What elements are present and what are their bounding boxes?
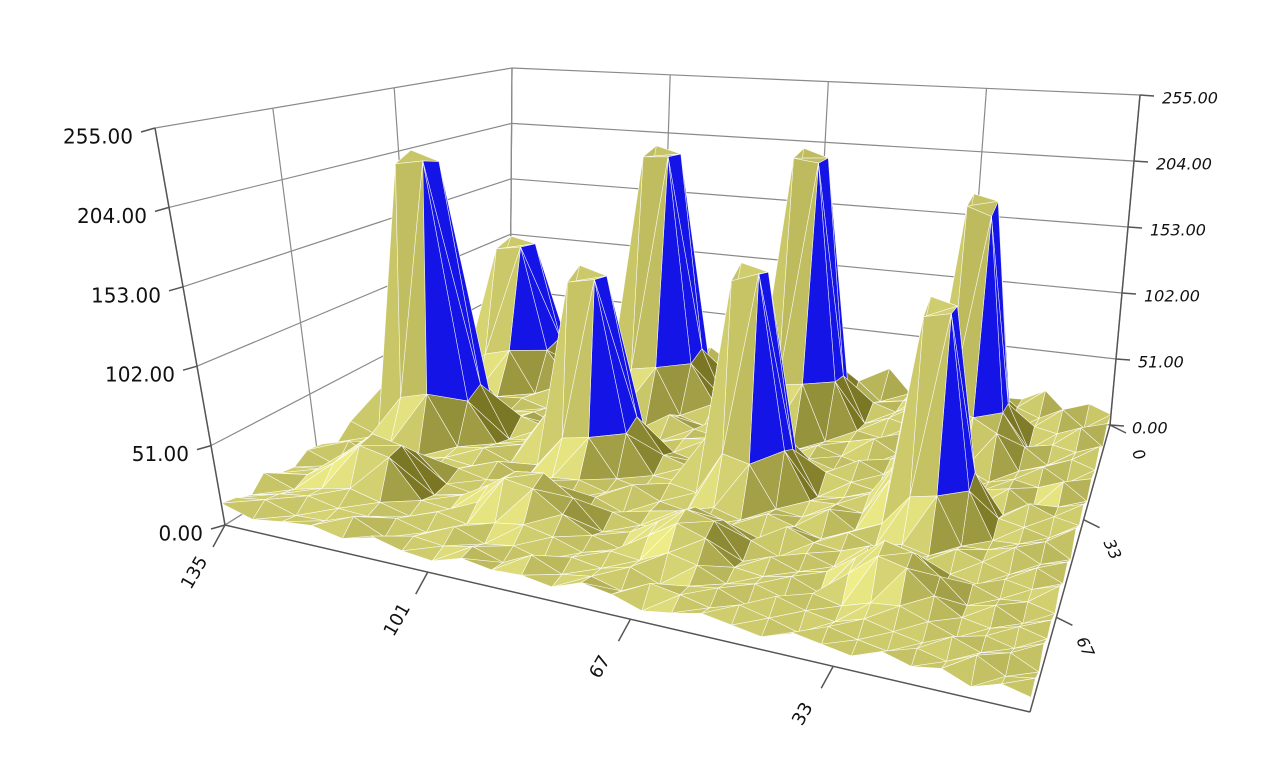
y-tick — [1109, 424, 1127, 434]
z-tick-label: 153.00 — [1150, 221, 1206, 240]
z-tick — [1127, 226, 1143, 229]
y-tick-label: 0 — [1128, 446, 1150, 463]
surface — [220, 145, 1112, 698]
z-axis — [154, 127, 226, 526]
z-tick — [196, 444, 212, 451]
z-tick-label: 51.00 — [132, 442, 189, 466]
z-tick-label: 204.00 — [1156, 155, 1212, 174]
x-tick-label: 101 — [380, 600, 415, 640]
y-axis — [1029, 424, 1111, 713]
grid-line — [154, 67, 1141, 129]
z-tick — [182, 365, 198, 371]
surface-facet — [941, 654, 978, 688]
z-tick — [154, 206, 170, 213]
surface-facet — [970, 676, 1006, 688]
z-tick-label: 102.00 — [105, 363, 175, 387]
grid-line — [272, 108, 320, 466]
z-tick-label: 255.00 — [63, 125, 133, 149]
z-tick — [1109, 424, 1125, 427]
z-tick-label: 0.00 — [1132, 419, 1168, 438]
y-tick — [1056, 616, 1073, 626]
z-tick — [1133, 160, 1149, 163]
z-tick — [140, 127, 156, 133]
z-tick-label: 255.00 — [1162, 89, 1218, 108]
x-axis — [224, 524, 1031, 713]
x-tick-label: 67 — [585, 652, 615, 682]
z-tick-label: 0.00 — [158, 522, 203, 546]
y-tick — [1083, 519, 1100, 529]
x-tick-label: 33 — [788, 699, 818, 729]
x-tick — [617, 618, 632, 642]
z-tick — [1139, 94, 1155, 97]
z-tick — [1115, 358, 1131, 361]
z-tick-label: 102.00 — [1144, 287, 1200, 306]
x-tick — [820, 665, 834, 689]
x-tick — [415, 571, 429, 595]
z-tick-label: 51.00 — [1138, 353, 1184, 372]
z-tick-label: 153.00 — [91, 283, 161, 307]
z-tick — [210, 524, 226, 530]
z-axis — [1109, 94, 1141, 426]
z-tick — [168, 286, 184, 292]
z-tick-label: 204.00 — [77, 204, 147, 228]
x-tick-label: 135 — [177, 553, 212, 593]
z-tick — [1121, 292, 1137, 295]
y-tick-label: 67 — [1072, 634, 1098, 661]
x-tick — [212, 524, 226, 548]
surface-facet — [911, 661, 947, 669]
surface-facet — [1001, 677, 1036, 698]
surface-facet — [881, 647, 918, 667]
y-tick-label: 33 — [1100, 536, 1126, 562]
